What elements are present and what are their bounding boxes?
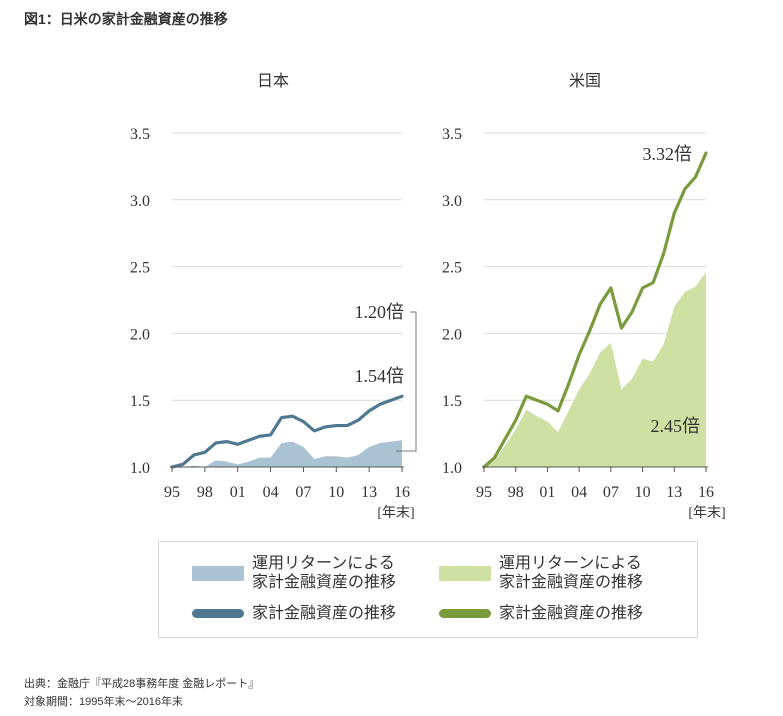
us-xtick-label: 13 bbox=[666, 484, 682, 501]
us-ytick-label: 2.5 bbox=[442, 260, 462, 277]
us-line-series bbox=[482, 151, 708, 469]
us-x-unit-label: [年末] bbox=[688, 505, 725, 521]
legend-item-us-line: 家計金融資産の推移 bbox=[439, 604, 643, 623]
japan-area-end-label: 1.20倍 bbox=[355, 302, 405, 322]
us-xtick-label: 04 bbox=[571, 484, 587, 501]
source-note: 出典：金融庁『平成28事務年度 金融レポート』 bbox=[24, 678, 260, 690]
japan-ytick-label: 2.5 bbox=[130, 260, 150, 277]
legend-label-us-area-line1: 運用リターンによる bbox=[499, 555, 642, 572]
us-xtick-label: 01 bbox=[539, 484, 555, 501]
legend-swatch-us-area bbox=[439, 565, 491, 581]
legend-item-japan-line: 家計金融資産の推移 bbox=[192, 604, 396, 623]
japan-ytick-label: 2.0 bbox=[130, 326, 150, 343]
japan-xtick-label: 95 bbox=[164, 484, 180, 501]
japan-ytick-label: 1.5 bbox=[130, 393, 150, 410]
legend: 運用リターンによる 家計金融資産の推移 運用リターンによる 家計金融資産の推移 … bbox=[158, 541, 698, 638]
japan-line-series bbox=[170, 394, 404, 469]
legend-item-japan-area: 運用リターンによる 家計金融資産の推移 bbox=[192, 554, 396, 592]
legend-label-us-area-line2: 家計金融資産の推移 bbox=[499, 574, 644, 591]
chart-svg: 日本 1.0 1.5 2.0 2.5 3.0 3.5 95 98 01 04 07 10 13 16 [年末]… bbox=[130, 72, 726, 521]
japan-area-series bbox=[172, 440, 402, 467]
japan-panel-title: 日本 bbox=[257, 72, 289, 90]
us-xtick-label: 98 bbox=[508, 484, 524, 501]
japan-xtick-label: 10 bbox=[328, 484, 344, 501]
legend-swatch-japan-line bbox=[192, 609, 244, 618]
us-ytick-label: 3.0 bbox=[442, 193, 462, 210]
japan-xtick-label: 98 bbox=[197, 484, 213, 501]
us-ytick-label: 1.0 bbox=[442, 460, 462, 477]
japan-area-end-connector bbox=[396, 311, 417, 452]
japan-xtick-label: 07 bbox=[295, 484, 311, 501]
us-line-end-label: 3.32倍 bbox=[643, 144, 693, 164]
legend-label-japan-area-line2: 家計金融資産の推移 bbox=[252, 574, 397, 591]
us-ytick-label: 2.0 bbox=[442, 326, 462, 343]
japan-line-end-label: 1.54倍 bbox=[355, 366, 405, 386]
figure-title: 図1：日米の家計金融資産の推移 bbox=[24, 11, 228, 27]
japan-x-unit-label: [年末] bbox=[377, 505, 414, 521]
us-area-series bbox=[484, 271, 706, 467]
japan-xtick-label: 13 bbox=[361, 484, 377, 501]
us-ytick-label: 1.5 bbox=[442, 393, 462, 410]
legend-swatch-us-line bbox=[439, 609, 491, 618]
japan-xtick-label: 16 bbox=[394, 484, 410, 501]
japan-ytick-label: 3.0 bbox=[130, 193, 150, 210]
period-note: 対象期間：1995年末〜2016年末 bbox=[24, 696, 183, 708]
us-xtick-label: 07 bbox=[603, 484, 619, 501]
us-xtick-label: 16 bbox=[698, 484, 714, 501]
japan-xtick-label: 04 bbox=[263, 484, 279, 501]
us-ytick-label: 3.5 bbox=[442, 126, 462, 143]
legend-swatch-japan-area bbox=[192, 565, 244, 581]
japan-ytick-label: 3.5 bbox=[130, 126, 150, 143]
legend-label-japan-area-line1: 運用リターンによる bbox=[252, 555, 395, 572]
us-xtick-label: 10 bbox=[635, 484, 651, 501]
japan-ytick-label: 1.0 bbox=[130, 460, 150, 477]
legend-label-japan-line: 家計金融資産の推移 bbox=[252, 605, 397, 622]
us-xtick-label: 95 bbox=[476, 484, 492, 501]
japan-xtick-label: 01 bbox=[230, 484, 246, 501]
legend-item-us-area: 運用リターンによる 家計金融資産の推移 bbox=[439, 554, 643, 592]
us-panel-title: 米国 bbox=[569, 72, 601, 90]
us-area-end-label: 2.45倍 bbox=[651, 416, 701, 436]
legend-label-us-line: 家計金融資産の推移 bbox=[499, 605, 644, 622]
